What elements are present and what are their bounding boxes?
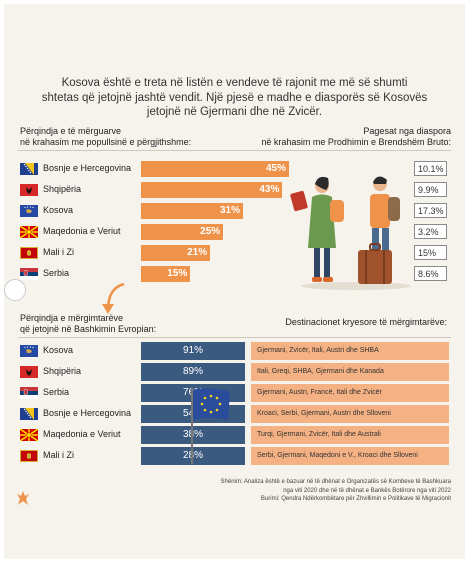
flag-serbia-icon	[20, 387, 38, 399]
table-row: Shqipëria 89% Itali, Greqi, SHBA, Gjermani…	[18, 363, 451, 381]
destinations-cell: Kroaci, Serbi, Gjermani, Austri dhe Sllo…	[251, 405, 449, 423]
flag-shqiperia-icon	[20, 184, 38, 196]
destinations-cell: Turqi, Gjermani, Zvicër, Itali dhe Austr…	[251, 426, 449, 444]
remittance-gdp-value: 3.2%	[414, 224, 447, 239]
destinations-title: Destinacionet kryesore të mërgimtarëve:	[285, 317, 447, 327]
country-label: Maqedonia e Veriut	[43, 429, 121, 439]
destinations-cell: Itali, Greqi, SHBA, Gjermani dhe Kanada	[251, 363, 449, 381]
flag-mali-i-zi-icon	[20, 450, 38, 462]
curved-arrow-icon	[102, 282, 125, 314]
man-hair	[373, 176, 387, 184]
table-row: Bosnje e Hercegovina54%Kroaci, Serbi, Gj…	[18, 405, 451, 423]
country-label: Mali i Zi	[43, 450, 74, 460]
bar-row: Shqipëria 43% 9.9%	[18, 181, 451, 199]
shadow-shape	[301, 282, 411, 290]
emigrant-share-bar: 45%	[141, 161, 289, 177]
woman-coat	[308, 194, 336, 248]
woman-backpack	[330, 200, 344, 222]
bar-row: Bosnje e Hercegovina 45% 10.1%	[18, 160, 451, 178]
flag-maqedonia-e-veriut-icon	[20, 226, 38, 238]
country-label: Bosnje e Hercegovina	[43, 163, 132, 173]
woman-leg-right	[324, 248, 330, 278]
country-label: Maqedonia e Veriut	[43, 226, 121, 236]
bar-row: Serbia 15% 8.6%	[18, 265, 451, 283]
emigrant-share-bar: 15%	[141, 266, 191, 282]
bar-value-label: 45%	[265, 163, 286, 174]
emigrant-share-bar: 31%	[141, 203, 243, 219]
man-shirt	[370, 194, 390, 228]
country-label: Mali i Zi	[43, 247, 74, 257]
bar-value-label: 31%	[219, 205, 240, 216]
emigrant-share-bar: 25%	[141, 224, 224, 240]
country-label: Kosova	[43, 345, 74, 355]
woman-shoe-right	[323, 277, 333, 282]
eu-share-cell: 89%	[141, 363, 245, 381]
bar-value-label: 15%	[167, 268, 188, 279]
flag-bosnje-e-hercegovina-icon	[20, 408, 38, 420]
country-label: Bosnje e Hercegovina	[43, 408, 132, 418]
flag-kosova-icon	[20, 205, 38, 217]
table-row: Serbia76%Gjermani, Austri, Francë, Itali…	[18, 384, 451, 402]
remittances-gdp-title: Pagesat nga diaspora në krahasim me Prod…	[261, 126, 451, 147]
country-label: Kosova	[43, 205, 74, 215]
emigrants-share-title: Përqindja e të mërguarve në krahasim me …	[20, 126, 192, 147]
remittance-gdp-value: 15%	[414, 245, 447, 260]
bar-row: Kosova 31% 17.3%	[18, 202, 451, 220]
eu-flag-icon	[191, 388, 230, 464]
passport-shape	[290, 190, 308, 212]
brand-logo-icon	[17, 491, 29, 505]
country-label: Serbia	[43, 268, 70, 278]
flag-maqedonia-e-veriut-icon	[20, 429, 38, 441]
bar-value-label: 25%	[200, 226, 221, 237]
source-note: Shënim: Analiza është e bazuar në të dhë…	[220, 479, 451, 502]
flag-kosova-icon	[20, 345, 38, 357]
woman-hair	[315, 176, 329, 190]
headline: Kosova është e treta në listën e vendeve…	[41, 77, 428, 118]
woman-shoe-left	[312, 277, 322, 282]
country-label: Serbia	[43, 387, 70, 397]
country-label: Shqipëria	[43, 366, 82, 376]
remittance-gdp-value: 8.6%	[414, 266, 447, 281]
remittance-gdp-value: 10.1%	[414, 161, 447, 176]
destinations-cell: Serbi, Gjermani, Maqedoni e V., Kroaci d…	[251, 447, 449, 465]
flag-bosnje-e-hercegovina-icon	[20, 163, 38, 175]
infographic-card: Kosova është e treta në listën e vendeve…	[4, 4, 465, 559]
bar-row: Mali i Zi 21% 15%	[18, 244, 451, 262]
emigrant-share-bar: 21%	[141, 245, 211, 261]
destinations-cell: Gjermani, Zvicër, Itali, Austri dhe SHBA	[251, 342, 449, 360]
eu-share-cell: 91%	[141, 342, 245, 360]
top-divider	[18, 150, 451, 151]
bar-value-label: 43%	[259, 184, 280, 195]
eu-share-title: Përqindja e mërgimtarëve që jetojnë në B…	[20, 313, 157, 334]
destinations-cell: Gjermani, Austri, Francë, Itali dhe Zvic…	[251, 384, 449, 402]
bottom-divider	[18, 337, 451, 338]
suitcase-shape	[358, 250, 392, 284]
flag-mali-i-zi-icon	[20, 247, 38, 259]
table-row: Maqedonia e Veriut38%Turqi, Gjermani, Zv…	[18, 426, 451, 444]
bar-value-label: 21%	[187, 247, 208, 258]
woman-leg-left	[314, 248, 320, 278]
flag-serbia-icon	[20, 268, 38, 280]
remittance-gdp-value: 17.3%	[414, 203, 447, 218]
carousel-nav-button[interactable]	[4, 279, 26, 301]
country-label: Shqipëria	[43, 184, 82, 194]
remittance-gdp-value: 9.9%	[414, 182, 447, 197]
flag-shqiperia-icon	[20, 366, 38, 378]
man-leg-right	[382, 228, 389, 270]
suitcase-handle	[369, 243, 381, 251]
bar-row: Maqedonia e Veriut 25% 3.2%	[18, 223, 451, 241]
table-row: Mali i Zi28%Serbi, Gjermani, Maqedoni e …	[18, 447, 451, 465]
travelers-illustration	[290, 176, 411, 290]
emigrant-share-bar: 43%	[141, 182, 283, 198]
man-backpack	[388, 197, 400, 221]
table-row: Kosova 91% Gjermani, Zvicër, Itali, Austri…	[18, 342, 451, 360]
